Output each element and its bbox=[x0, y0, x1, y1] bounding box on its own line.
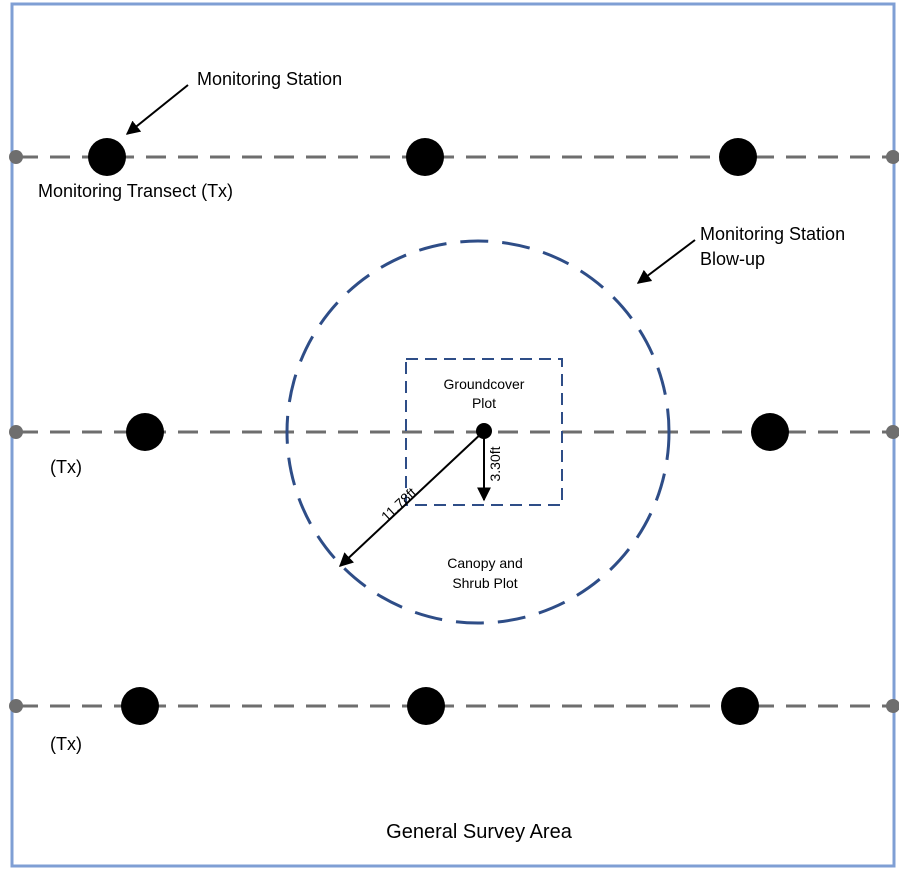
transect-short-label-2: (Tx) bbox=[50, 457, 82, 477]
monitoring-station-target-icon bbox=[713, 132, 763, 182]
station-callout-arrow-icon bbox=[125, 84, 189, 135]
transect-1 bbox=[9, 132, 899, 182]
canopy-label-line1: Canopy and bbox=[447, 555, 523, 571]
monitoring-station-target-icon bbox=[715, 681, 765, 731]
groundcover-label-line1: Groundcover bbox=[444, 376, 525, 392]
blowup-callout-arrow-icon bbox=[636, 239, 696, 284]
transect-endpoint bbox=[9, 150, 23, 164]
transect-endpoint bbox=[886, 699, 899, 713]
transect-endpoint bbox=[886, 425, 899, 439]
monitoring-station-target-icon bbox=[82, 132, 132, 182]
radius-large-arrow-icon bbox=[338, 430, 485, 567]
radius-large-label: 11.78ft bbox=[378, 484, 420, 524]
monitoring-station-target-icon bbox=[745, 407, 795, 457]
general-survey-area-label: General Survey Area bbox=[386, 821, 573, 843]
canopy-label-line2: Shrub Plot bbox=[452, 575, 517, 591]
transect-3 bbox=[9, 681, 899, 731]
canopy-shrub-plot-circle bbox=[285, 239, 671, 625]
transect-endpoint bbox=[886, 150, 899, 164]
transect-endpoint bbox=[9, 699, 23, 713]
transect-short-label-3: (Tx) bbox=[50, 734, 82, 754]
radius-small-label: 3.30ft bbox=[487, 446, 503, 481]
blowup-label-line2: Blow-up bbox=[700, 249, 765, 269]
monitoring-station-target-icon bbox=[115, 681, 165, 731]
monitoring-transect-label: Monitoring Transect (Tx) bbox=[38, 181, 233, 201]
transect-2 bbox=[9, 407, 899, 457]
transect-endpoint bbox=[9, 425, 23, 439]
groundcover-label-line2: Plot bbox=[472, 395, 496, 411]
monitoring-station-target-icon bbox=[120, 407, 170, 457]
monitoring-station-target-icon bbox=[401, 681, 451, 731]
monitoring-station-label: Monitoring Station bbox=[197, 69, 342, 89]
blowup-label-line1: Monitoring Station bbox=[700, 224, 845, 244]
monitoring-station-target-icon bbox=[400, 132, 450, 182]
groundcover-plot-square bbox=[405, 358, 563, 506]
